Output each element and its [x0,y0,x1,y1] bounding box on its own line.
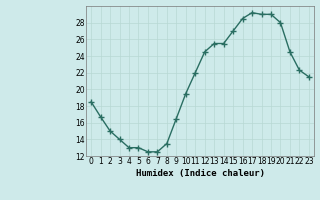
X-axis label: Humidex (Indice chaleur): Humidex (Indice chaleur) [135,169,265,178]
